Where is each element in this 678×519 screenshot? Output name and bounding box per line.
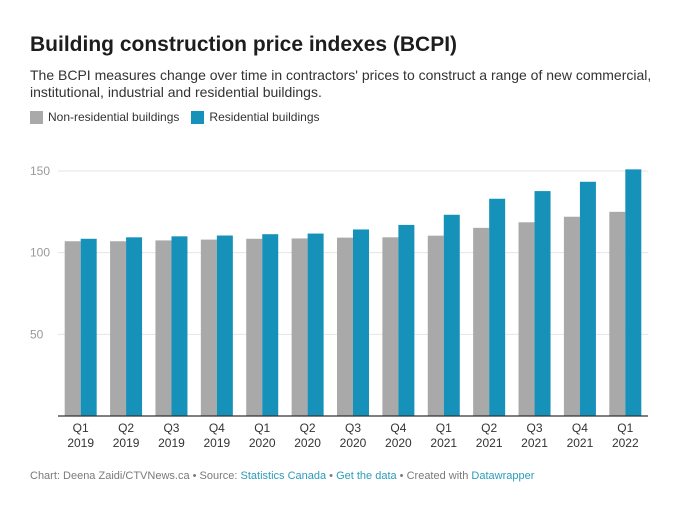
footer-credit: Chart: Deena Zaidi/CTVNews.ca • Source: [30,470,241,482]
x-tick-label-quarter: Q3 [527,421,543,435]
x-tick-label-year: 2021 [567,436,594,450]
x-tick-label-year: 2020 [294,436,321,450]
chart-footer: Chart: Deena Zaidi/CTVNews.ca • Source: … [30,470,534,482]
bar-non-residential [155,240,172,416]
bar-residential [579,181,596,416]
bar-residential [80,238,97,416]
legend-label-residential: Residential buildings [209,110,320,124]
x-tick-label-year: 2020 [385,436,412,450]
bar-non-residential [110,241,127,416]
legend: Non-residential buildings Residential bu… [30,110,332,124]
x-tick-label-year: 2019 [203,436,230,450]
legend-swatch-non-residential [30,110,43,124]
bar-residential [216,235,233,416]
y-tick-label: 100 [30,246,50,260]
x-tick-label-quarter: Q1 [617,421,633,435]
bar-residential [398,224,415,416]
bar-non-residential [609,211,626,416]
bar-residential [126,237,143,416]
bar-non-residential [427,235,444,416]
chart-subtitle: The BCPI measures change over time in co… [30,67,652,100]
bar-non-residential [200,239,217,416]
x-tick-label-year: 2021 [521,436,548,450]
legend-swatch-residential [191,110,205,124]
source-link[interactable]: Statistics Canada [240,470,327,482]
x-tick-label-quarter: Q2 [300,421,316,435]
x-tick-label-year: 2021 [430,436,457,450]
bar-residential [625,169,642,416]
x-tick-label-quarter: Q1 [436,421,452,435]
bar-non-residential [473,227,490,416]
bar-residential [353,229,369,416]
x-tick-label-year: 2021 [476,436,503,450]
y-tick-label: 150 [30,164,50,178]
bar-residential [262,234,279,416]
bar-residential [443,214,460,416]
datawrapper-link[interactable]: Datawrapper [471,470,535,482]
y-tick-label: 50 [30,327,44,341]
x-tick-label-quarter: Q3 [345,421,361,435]
bar-residential [171,236,188,416]
x-tick-label-quarter: Q2 [118,421,134,435]
x-tick-label-quarter: Q1 [73,421,89,435]
x-tick-label-year: 2019 [67,436,94,450]
x-tick-label-year: 2020 [249,436,276,450]
bar-non-residential [563,216,580,416]
x-tick-label-quarter: Q4 [390,421,406,435]
legend-item-residential: Residential buildings [191,110,320,124]
x-tick-label-quarter: Q4 [209,421,225,435]
x-tick-label-year: 2019 [158,436,185,450]
x-tick-label-quarter: Q1 [254,421,270,435]
x-tick-label-quarter: Q3 [163,421,179,435]
x-tick-label-quarter: Q4 [572,421,588,435]
x-tick-label-year: 2019 [113,436,140,450]
chart-title: Building construction price indexes (BCP… [30,33,458,56]
bar-chart: 50100150Q12019Q22019Q32019Q42019Q12020Q2… [30,164,648,450]
footer-separator: • [326,470,337,482]
x-tick-label-quarter: Q2 [481,421,497,435]
bar-non-residential [337,237,353,416]
x-tick-label-year: 2020 [340,436,367,450]
legend-label-non-residential: Non-residential buildings [48,110,180,124]
get-data-link[interactable]: Get the data [336,470,397,482]
bar-residential [534,191,551,416]
bar-residential [489,198,506,416]
footer-created-with: • Created with [396,470,472,482]
bar-residential [307,233,324,416]
bar-non-residential [64,241,81,416]
x-tick-label-year: 2022 [612,436,639,450]
bar-non-residential [382,237,399,416]
bar-non-residential [291,238,308,416]
legend-item-non-residential: Non-residential buildings [30,110,179,124]
bar-non-residential [246,238,263,416]
bar-non-residential [518,222,535,416]
